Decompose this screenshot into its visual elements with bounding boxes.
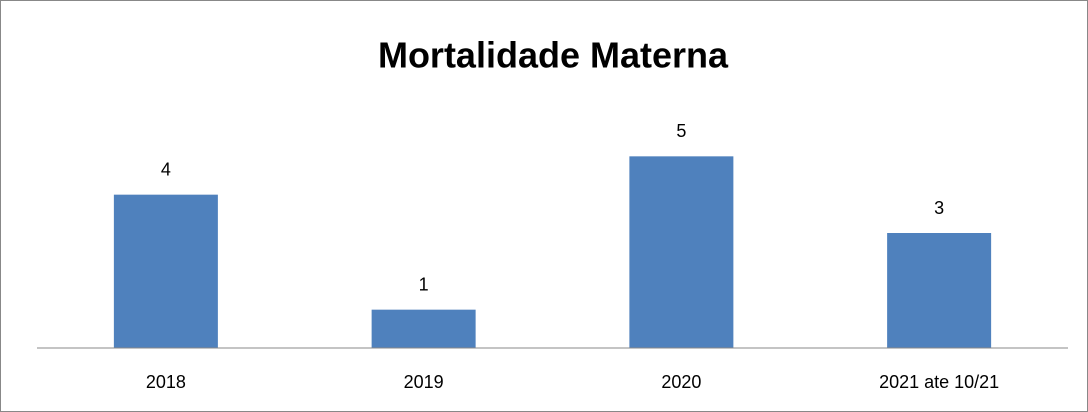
data-label: 4 [161,159,171,179]
data-label: 1 [419,274,429,294]
x-tick-label: 2020 [661,372,701,392]
data-label: 3 [934,198,944,218]
bar [629,156,734,348]
bar [113,194,218,348]
bar [371,309,476,348]
data-label: 5 [676,121,686,141]
x-tick-label: 2018 [146,372,186,392]
bar [887,233,992,348]
chart-title: Mortalidade Materna [378,35,729,76]
x-tick-label: 2021 ate 10/21 [879,372,999,392]
x-tick-label: 2019 [404,372,444,392]
